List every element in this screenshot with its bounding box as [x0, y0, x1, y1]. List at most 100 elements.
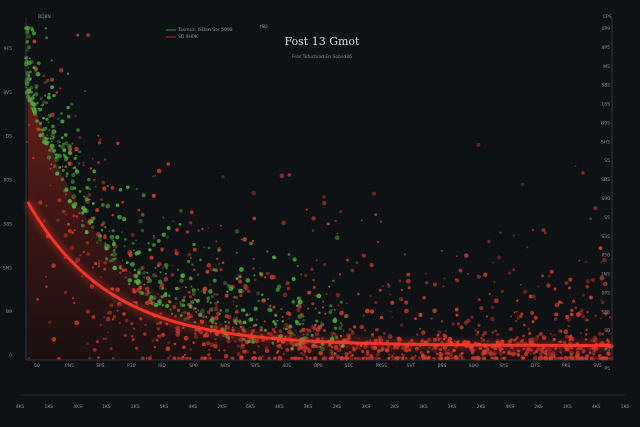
- data-point-red: [345, 302, 348, 305]
- data-point-red: [224, 324, 228, 328]
- data-point-red: [174, 251, 179, 256]
- data-point-green: [135, 239, 137, 242]
- data-point-green: [295, 304, 299, 308]
- data-point-green: [234, 229, 240, 234]
- data-point-green: [334, 308, 336, 311]
- data-point-red: [59, 68, 64, 73]
- data-point-red: [400, 288, 404, 292]
- data-point-red: [252, 216, 257, 221]
- y-tick-label-right: 0P9: [602, 26, 611, 32]
- data-point-red: [364, 308, 370, 314]
- data-point-red: [398, 279, 402, 283]
- data-point-green: [124, 276, 127, 279]
- data-point-green: [32, 66, 36, 70]
- data-point-red: [157, 261, 162, 267]
- legend-label-red: SD 9HPK: [178, 34, 199, 40]
- data-point-red: [132, 289, 137, 294]
- data-point-green: [291, 344, 295, 347]
- data-point-red: [600, 356, 605, 361]
- data-point-red: [603, 356, 609, 361]
- data-point-red: [369, 294, 372, 298]
- data-point-green: [159, 271, 162, 274]
- data-point-red: [232, 303, 235, 306]
- data-point-red: [581, 314, 585, 319]
- x-inner-tick-label: OP0: [313, 363, 322, 369]
- data-point-red: [263, 276, 267, 279]
- header-label-left: BD8N: [38, 14, 51, 20]
- data-point-green: [85, 209, 89, 214]
- data-point-red: [251, 239, 255, 243]
- data-point-red: [455, 255, 458, 258]
- data-point-red: [539, 356, 544, 361]
- data-point-red: [111, 318, 115, 321]
- data-point-green: [100, 203, 105, 207]
- data-point-red: [214, 316, 219, 321]
- data-point-red: [232, 300, 235, 303]
- chart-title: Fost 13 Gmot: [285, 35, 361, 48]
- data-point-green: [320, 346, 325, 352]
- data-point-red: [387, 284, 391, 289]
- data-point-red: [419, 351, 423, 355]
- data-point-green: [38, 107, 42, 112]
- data-point-red: [350, 268, 355, 273]
- data-point-red: [305, 356, 309, 360]
- data-point-red: [245, 288, 247, 291]
- data-point-red: [553, 357, 556, 360]
- data-point-red: [553, 351, 556, 354]
- data-point-green: [199, 258, 202, 262]
- data-point-red: [359, 324, 365, 330]
- data-point-red: [496, 255, 502, 260]
- data-point-red: [580, 356, 585, 361]
- data-point-green: [68, 163, 71, 167]
- data-point-red: [287, 173, 291, 177]
- data-point-red: [322, 195, 326, 199]
- data-point-red: [98, 138, 102, 142]
- data-point-red: [512, 268, 516, 272]
- data-point-red: [519, 283, 522, 286]
- data-point-red: [586, 310, 589, 314]
- data-point-red: [86, 252, 91, 257]
- data-point-green: [65, 156, 69, 160]
- data-point-red: [454, 307, 459, 312]
- data-point-green: [267, 307, 272, 313]
- data-point-green: [140, 228, 145, 233]
- data-point-red: [286, 286, 291, 291]
- data-point-green: [249, 241, 253, 246]
- data-point-red: [153, 297, 157, 300]
- data-point-red: [337, 304, 340, 307]
- data-point-green: [253, 306, 258, 311]
- data-point-red: [313, 286, 316, 289]
- y-tick-label-right: P5: [604, 366, 610, 372]
- data-point-red: [236, 351, 241, 357]
- data-point-red: [517, 349, 521, 353]
- data-point-green: [81, 211, 85, 215]
- x-tick-label: 4KS: [16, 404, 25, 410]
- data-point-red: [508, 271, 512, 275]
- data-point-red: [203, 246, 206, 249]
- data-point-red: [109, 303, 114, 308]
- data-point-red: [584, 317, 589, 322]
- data-point-red: [152, 175, 155, 178]
- data-point-red: [482, 356, 486, 361]
- data-point-green: [135, 278, 141, 284]
- data-point-green: [178, 222, 182, 226]
- data-point-red: [153, 234, 155, 237]
- data-point-red: [161, 266, 165, 269]
- data-point-green: [26, 94, 30, 99]
- data-point-red: [299, 345, 303, 350]
- data-point-red: [188, 221, 193, 225]
- data-point-green: [71, 172, 76, 178]
- data-point-red: [446, 357, 448, 360]
- data-point-red: [387, 356, 391, 360]
- data-point-red: [223, 353, 229, 359]
- data-point-red: [427, 355, 431, 358]
- data-point-green: [165, 303, 170, 309]
- data-point-green: [238, 275, 242, 279]
- data-point-red: [189, 348, 192, 351]
- data-point-green: [131, 241, 135, 245]
- data-point-red: [439, 356, 444, 361]
- data-point-red: [57, 357, 60, 360]
- data-point-green: [25, 26, 30, 31]
- data-point-green: [180, 273, 186, 279]
- data-point-red: [337, 348, 342, 353]
